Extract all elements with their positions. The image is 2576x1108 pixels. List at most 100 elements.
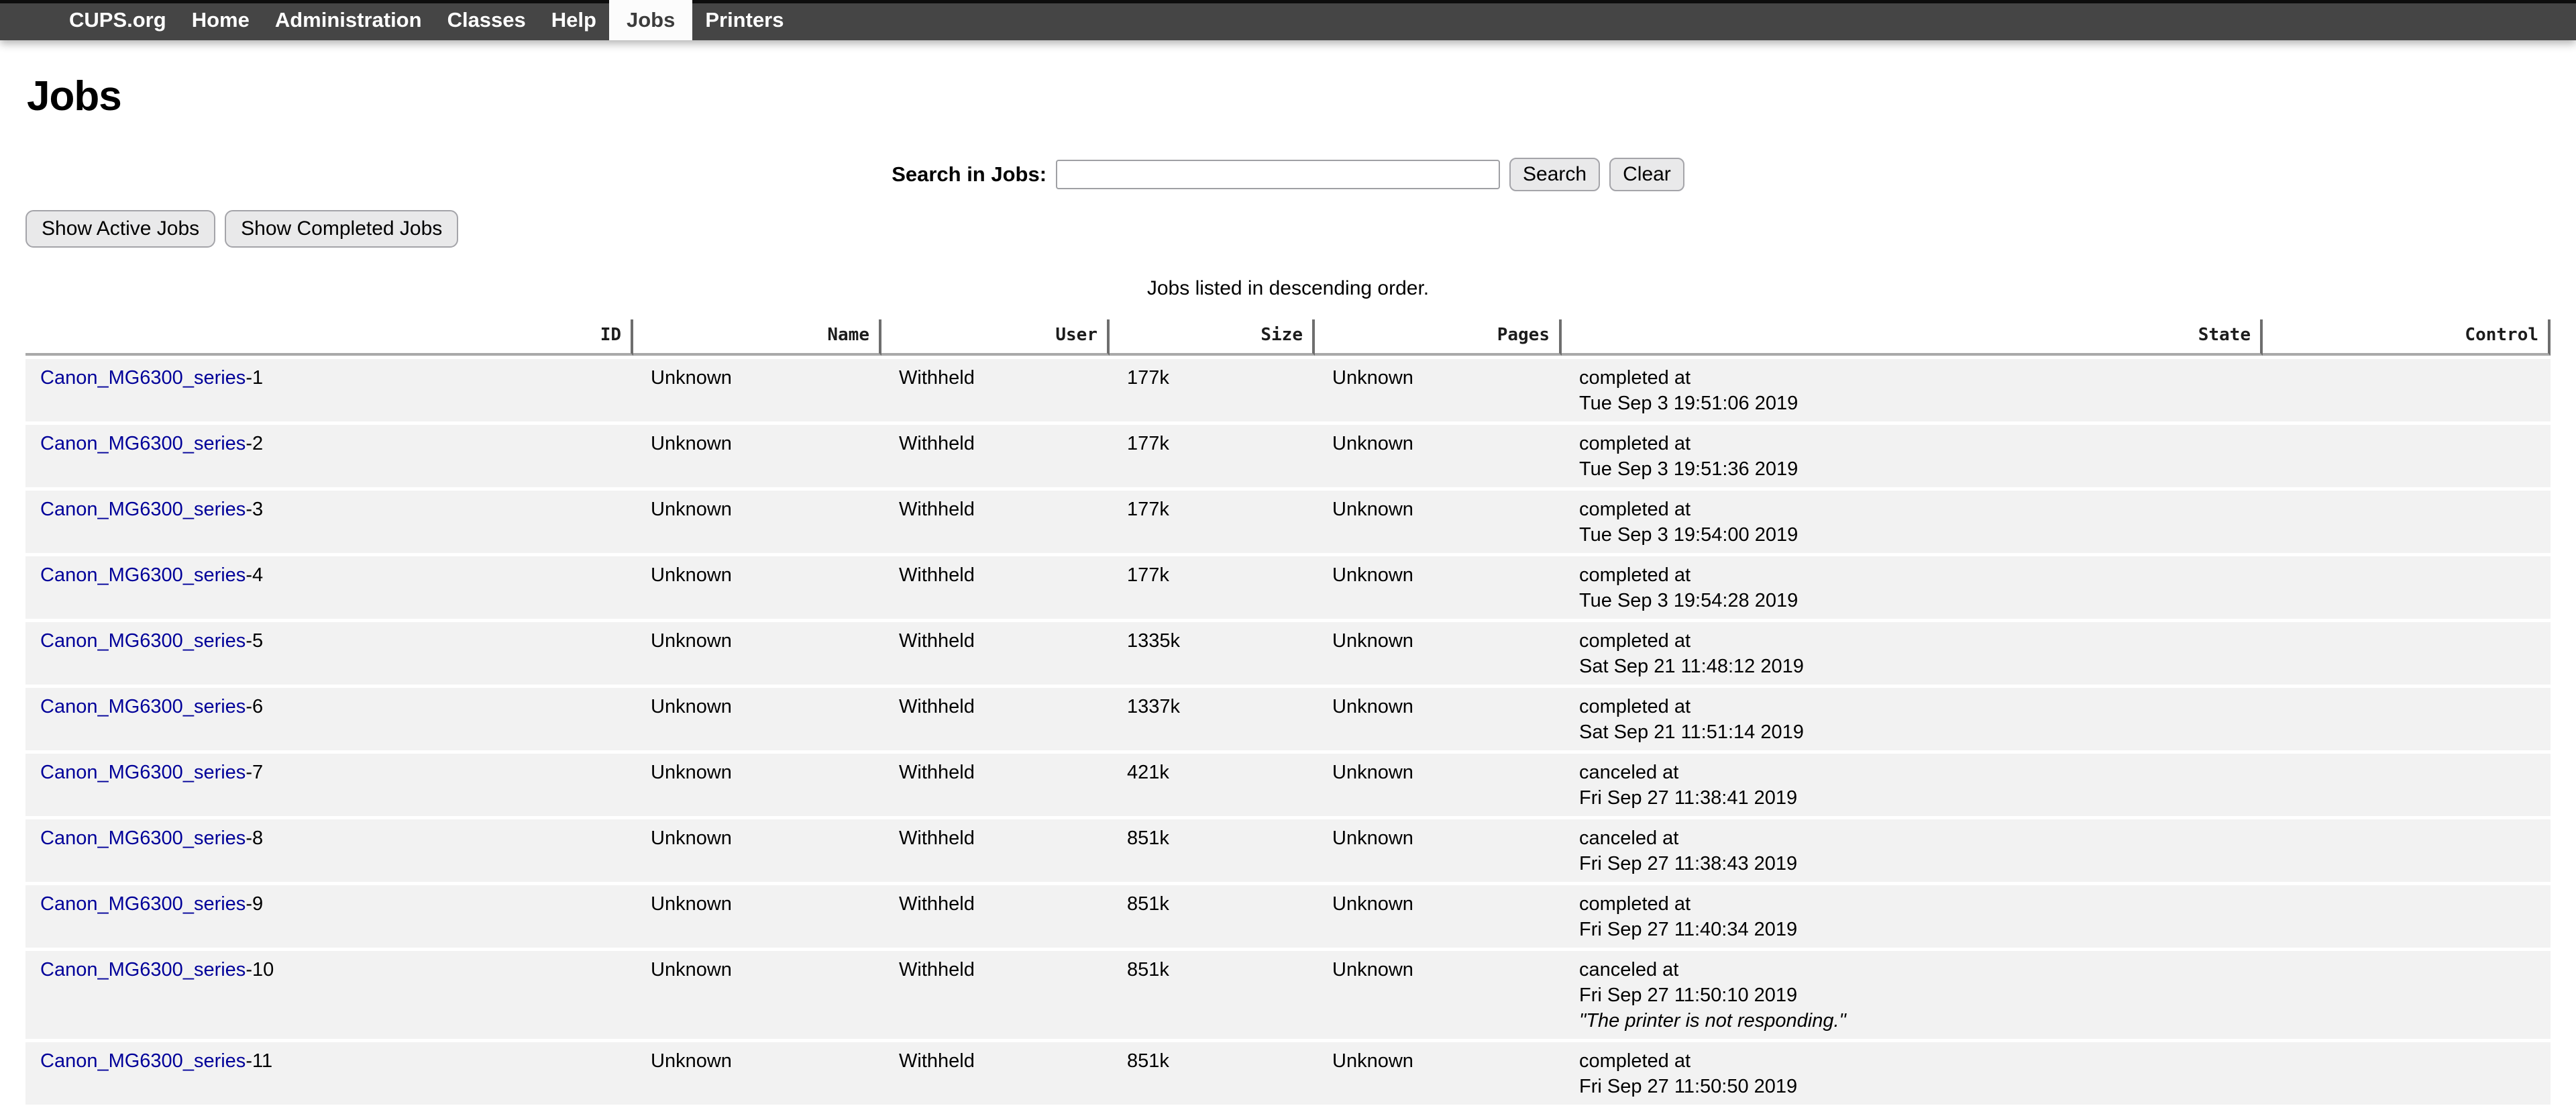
- job-size-cell: 421k: [1110, 754, 1315, 816]
- printer-link[interactable]: Canon_MG6300_series: [40, 630, 246, 652]
- nav-item-jobs[interactable]: Jobs: [608, 0, 693, 40]
- column-header-id: ID: [25, 319, 633, 356]
- job-name-cell: Unknown: [633, 951, 881, 1039]
- printer-link[interactable]: Canon_MG6300_series: [40, 499, 246, 520]
- job-id-cell: Canon_MG6300_series-2: [25, 425, 633, 487]
- job-pages-cell: Unknown: [1315, 1042, 1562, 1105]
- job-number-suffix: -2: [246, 433, 264, 454]
- job-number-suffix: -11: [246, 1050, 273, 1072]
- job-pages-cell: Unknown: [1315, 359, 1562, 421]
- nav-item-label: Help: [551, 8, 596, 32]
- page-title: Jobs: [27, 73, 122, 119]
- job-state-status: completed at: [1579, 630, 1691, 652]
- job-control-cell: [2263, 491, 2551, 553]
- job-state-status: completed at: [1579, 1050, 1691, 1072]
- search-input[interactable]: [1056, 160, 1501, 189]
- job-state-timestamp: Fri Sep 27 11:38:43 2019: [1579, 853, 1798, 874]
- nav-item-label: Home: [191, 8, 250, 32]
- filter-buttons: Show Active Jobs Show Completed Jobs: [25, 210, 2551, 248]
- printer-link[interactable]: Canon_MG6300_series: [40, 762, 246, 783]
- job-user-cell: Withheld: [881, 425, 1110, 487]
- printer-link[interactable]: Canon_MG6300_series: [40, 433, 246, 454]
- job-pages-cell: Unknown: [1315, 885, 1562, 948]
- job-control-cell: [2263, 754, 2551, 816]
- top-navigation-bar: CUPS.org Home Administration Classes Hel…: [0, 0, 2576, 40]
- job-name-cell: Unknown: [633, 359, 881, 421]
- job-name-cell: Unknown: [633, 819, 881, 882]
- job-state-cell: completed at Tue Sep 3 19:54:00 2019: [1562, 491, 2263, 553]
- column-header-name: Name: [633, 319, 881, 356]
- job-state-cell: completed at Sat Sep 21 11:51:14 2019: [1562, 688, 2263, 750]
- job-size-cell: 851k: [1110, 1042, 1315, 1105]
- printer-link[interactable]: Canon_MG6300_series: [40, 367, 246, 389]
- printer-link[interactable]: Canon_MG6300_series: [40, 893, 246, 915]
- job-state-timestamp: Tue Sep 3 19:54:00 2019: [1579, 524, 1799, 546]
- job-id-cell: Canon_MG6300_series-10: [25, 951, 633, 1039]
- search-label: Search in Jobs:: [892, 162, 1047, 186]
- job-name-cell: Unknown: [633, 754, 881, 816]
- job-pages-cell: Unknown: [1315, 556, 1562, 619]
- job-pages-cell: Unknown: [1315, 622, 1562, 685]
- job-name-cell: Unknown: [633, 556, 881, 619]
- job-user-cell: Withheld: [881, 1042, 1110, 1105]
- column-header-size: Size: [1110, 319, 1315, 356]
- job-number-suffix: -3: [246, 499, 264, 520]
- job-size-cell: 851k: [1110, 819, 1315, 882]
- table-row: Canon_MG6300_series-5 Unknown Withheld 1…: [25, 622, 2551, 685]
- job-state-status: completed at: [1579, 367, 1691, 389]
- job-pages-cell: Unknown: [1315, 819, 1562, 882]
- job-user-cell: Withheld: [881, 556, 1110, 619]
- nav-item-label: Classes: [447, 8, 526, 32]
- table-row: Canon_MG6300_series-4 Unknown Withheld 1…: [25, 556, 2551, 619]
- nav-item-classes[interactable]: Classes: [435, 0, 539, 40]
- nav-item-cups-org[interactable]: CUPS.org: [56, 0, 179, 40]
- job-id-cell: Canon_MG6300_series-6: [25, 688, 633, 750]
- job-control-cell: [2263, 819, 2551, 882]
- job-name-cell: Unknown: [633, 622, 881, 685]
- job-name-cell: Unknown: [633, 425, 881, 487]
- job-pages-cell: Unknown: [1315, 951, 1562, 1039]
- job-state-timestamp: Tue Sep 3 19:51:06 2019: [1579, 393, 1799, 414]
- job-state-status: canceled at: [1579, 959, 1679, 980]
- table-row: Canon_MG6300_series-9 Unknown Withheld 8…: [25, 885, 2551, 948]
- job-state-timestamp: Sat Sep 21 11:51:14 2019: [1579, 721, 1804, 743]
- show-active-jobs-button[interactable]: Show Active Jobs: [25, 210, 216, 248]
- job-state-message: "The printer is not responding.": [1579, 1010, 1846, 1031]
- nav-item-label: CUPS.org: [69, 8, 166, 32]
- job-pages-cell: Unknown: [1315, 754, 1562, 816]
- printer-link[interactable]: Canon_MG6300_series: [40, 696, 246, 717]
- clear-button[interactable]: Clear: [1609, 158, 1684, 191]
- jobs-table: ID Name User Size Pages State Control Ca…: [25, 316, 2551, 1108]
- job-state-timestamp: Sat Sep 21 11:48:12 2019: [1579, 656, 1804, 677]
- job-user-cell: Withheld: [881, 359, 1110, 421]
- job-control-cell: [2263, 885, 2551, 948]
- printer-link[interactable]: Canon_MG6300_series: [40, 1050, 246, 1072]
- job-control-cell: [2263, 1042, 2551, 1105]
- table-row: Canon_MG6300_series-8 Unknown Withheld 8…: [25, 819, 2551, 882]
- job-user-cell: Withheld: [881, 622, 1110, 685]
- job-number-suffix: -10: [246, 959, 274, 980]
- printer-link[interactable]: Canon_MG6300_series: [40, 564, 246, 586]
- show-completed-jobs-button[interactable]: Show Completed Jobs: [225, 210, 459, 248]
- nav-item-printers[interactable]: Printers: [692, 0, 796, 40]
- job-number-suffix: -9: [246, 893, 264, 915]
- job-size-cell: 177k: [1110, 359, 1315, 421]
- job-number-suffix: -5: [246, 630, 264, 652]
- job-state-timestamp: Fri Sep 27 11:50:10 2019: [1579, 985, 1798, 1006]
- job-state-timestamp: Fri Sep 27 11:50:50 2019: [1579, 1076, 1798, 1097]
- job-pages-cell: Unknown: [1315, 688, 1562, 750]
- job-state-timestamp: Fri Sep 27 11:40:34 2019: [1579, 919, 1798, 940]
- nav-item-label: Jobs: [626, 8, 676, 32]
- nav-item-administration[interactable]: Administration: [262, 0, 435, 40]
- printer-link[interactable]: Canon_MG6300_series: [40, 959, 246, 980]
- job-name-cell: Unknown: [633, 1042, 881, 1105]
- job-id-cell: Canon_MG6300_series-1: [25, 359, 633, 421]
- table-row: Canon_MG6300_series-3 Unknown Withheld 1…: [25, 491, 2551, 553]
- search-button[interactable]: Search: [1509, 158, 1601, 191]
- nav-item-home[interactable]: Home: [179, 0, 262, 40]
- jobs-table-header-row: ID Name User Size Pages State Control: [25, 319, 2551, 356]
- nav-item-help[interactable]: Help: [539, 0, 609, 40]
- job-name-cell: Unknown: [633, 885, 881, 948]
- job-state-status: completed at: [1579, 564, 1691, 586]
- printer-link[interactable]: Canon_MG6300_series: [40, 827, 246, 849]
